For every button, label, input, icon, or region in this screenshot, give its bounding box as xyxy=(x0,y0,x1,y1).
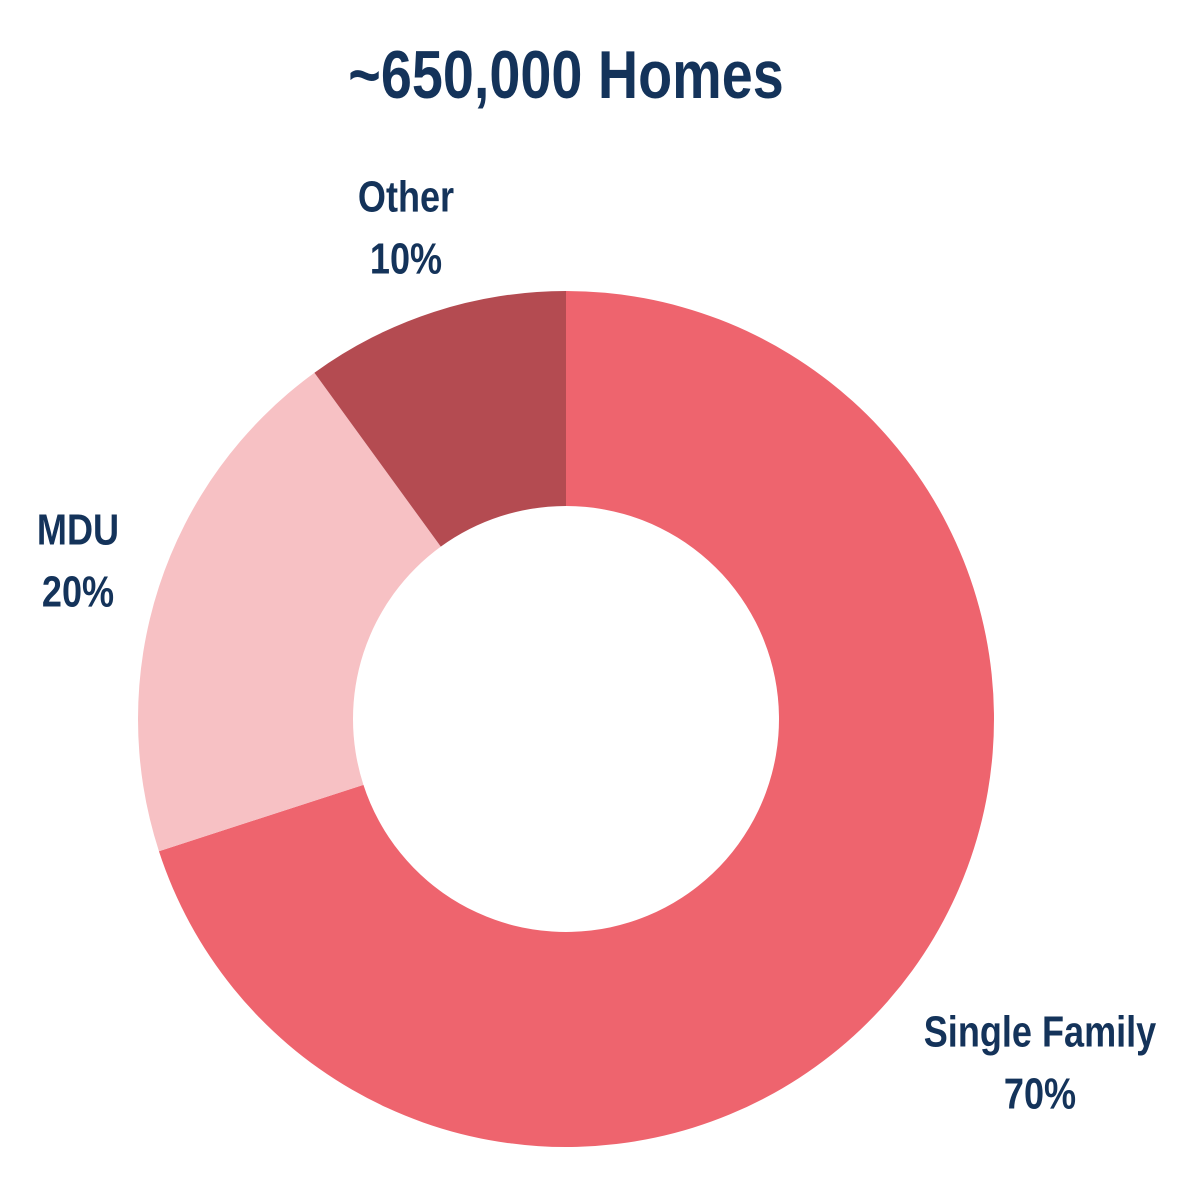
slice-label: MDU xyxy=(37,505,119,554)
slice-label: Single Family xyxy=(924,1007,1157,1056)
donut-slice xyxy=(158,291,994,1148)
donut-slice xyxy=(314,291,566,547)
slice-value-label: 10% xyxy=(370,234,442,283)
donut-slice xyxy=(137,372,441,852)
chart-title: ~650,000 Homes xyxy=(348,38,783,113)
slice-label: Other xyxy=(358,172,454,221)
slice-value-label: 70% xyxy=(1004,1069,1076,1118)
slice-value-label: 20% xyxy=(42,567,114,616)
